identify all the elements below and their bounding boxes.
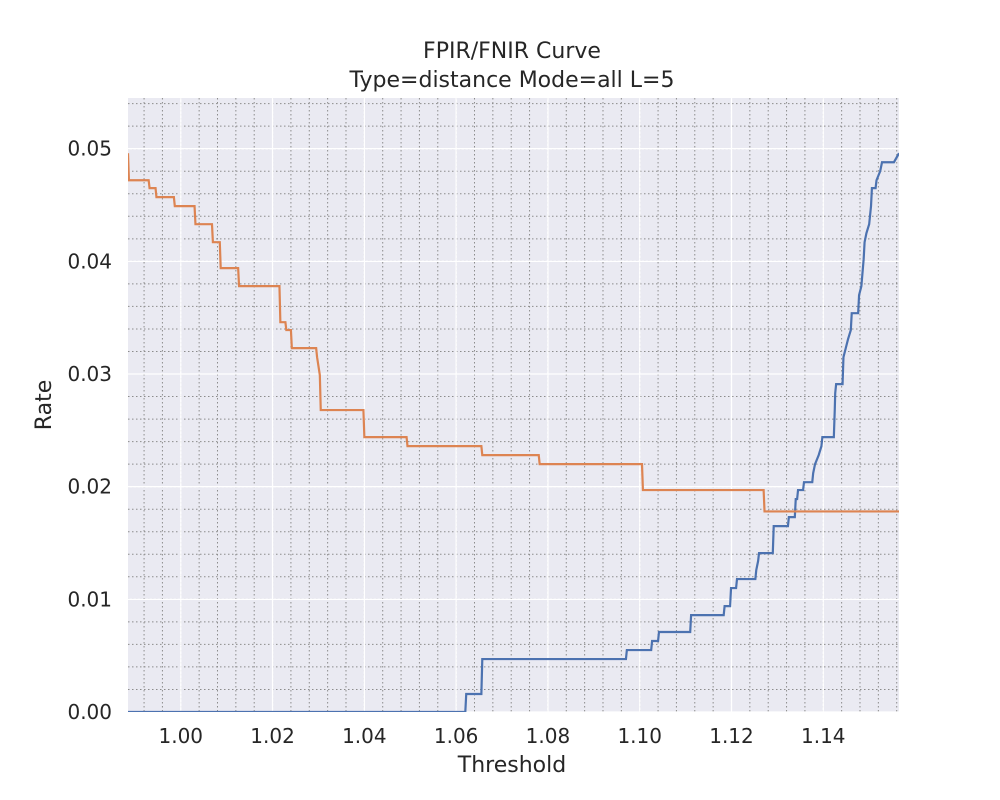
plot-area — [128, 98, 899, 712]
x-axis-label: Threshold — [457, 753, 566, 778]
series-line-2 — [128, 153, 899, 513]
y-tick-label: 0.02 — [67, 475, 112, 499]
x-tick-label: 1.04 — [342, 724, 387, 748]
y-tick-label: 0.00 — [67, 700, 112, 724]
x-tick-label: 1.12 — [709, 724, 754, 748]
y-tick-label: 0.03 — [67, 362, 112, 386]
y-axis-label: Rate — [32, 380, 57, 430]
chart-subtitle: Type=distance Mode=all L=5 — [349, 68, 675, 93]
x-tick-label: 1.06 — [434, 724, 479, 748]
x-tick-label: 1.14 — [801, 724, 846, 748]
y-tick-label: 0.04 — [67, 249, 112, 273]
x-axis-ticks: 1.00 1.02 1.04 1.06 1.08 1.10 1.12 1.14 — [159, 724, 846, 748]
x-tick-label: 1.10 — [617, 724, 662, 748]
chart-title: FPIR/FNIR Curve — [423, 39, 601, 64]
series-line-1 — [128, 152, 899, 712]
y-tick-label: 0.05 — [67, 137, 112, 161]
y-axis-ticks: 0.00 0.01 0.02 0.03 0.04 0.05 — [67, 137, 112, 724]
x-tick-label: 1.02 — [250, 724, 295, 748]
series-lines — [128, 152, 899, 712]
y-tick-label: 0.01 — [67, 587, 112, 611]
x-tick-label: 1.08 — [526, 724, 571, 748]
major-grid — [128, 98, 899, 713]
x-tick-label: 1.00 — [159, 724, 204, 748]
